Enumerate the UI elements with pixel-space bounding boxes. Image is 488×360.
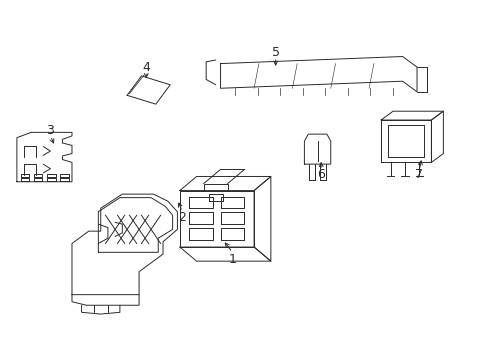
Text: 5: 5 (271, 46, 279, 59)
Text: 2: 2 (178, 211, 186, 224)
Text: 4: 4 (142, 60, 150, 73)
Text: 1: 1 (228, 253, 236, 266)
Text: 7: 7 (415, 168, 423, 181)
Text: 6: 6 (317, 168, 325, 181)
Text: 3: 3 (46, 124, 54, 137)
